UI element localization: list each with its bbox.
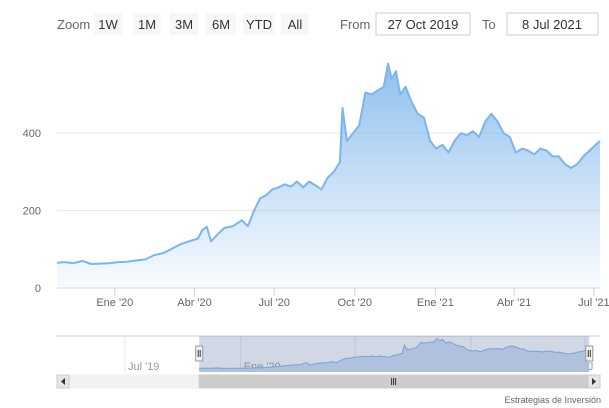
zoom-button-label: YTD: [246, 17, 272, 32]
from-date-input[interactable]: 27 Oct 2019: [375, 12, 471, 36]
x-tick-label: Jul '20: [258, 297, 289, 309]
y-tick-label: 400: [23, 128, 41, 140]
x-tick-label: Ene '21: [417, 297, 454, 309]
zoom-button-1w[interactable]: 1W: [94, 13, 122, 35]
arrow-left-icon: [61, 378, 65, 385]
zoom-button-ytd[interactable]: YTD: [243, 13, 275, 35]
navigator-area: [199, 338, 590, 372]
to-label: To: [482, 17, 496, 32]
from-date-value: 27 Oct 2019: [388, 17, 459, 32]
zoom-button-label: 6M: [212, 17, 230, 32]
zoom-button-label: 3M: [175, 17, 193, 32]
scroll-right-button[interactable]: [587, 374, 601, 389]
arrow-right-icon: [592, 378, 596, 385]
navigator-tick-label: J: [588, 361, 594, 373]
scrollbar-grip-icon: [391, 378, 397, 385]
x-tick-label: Abr '20: [177, 297, 212, 309]
navigator-selected-range[interactable]: [199, 336, 590, 372]
navigator-right-handle[interactable]: [585, 345, 594, 362]
y-tick-label: 0: [35, 283, 41, 295]
price-line: [56, 62, 601, 265]
range-selector: Zoom 1W 1M 3M 6M YTD All From 27 Oct 2019 To …: [57, 12, 599, 36]
scrollbar[interactable]: [56, 374, 601, 389]
price-area: [57, 63, 600, 288]
to-date-input[interactable]: 8 Jul 2021: [506, 12, 599, 36]
zoom-button-1m[interactable]: 1M: [133, 13, 161, 35]
zoom-buttons: 1W 1M 3M 6M YTD All: [94, 13, 309, 35]
zoom-label: Zoom: [57, 17, 90, 32]
x-tick-label: Jul '21: [578, 297, 609, 309]
x-tick-label: Abr '21: [497, 297, 532, 309]
navigator-line: [199, 337, 590, 369]
navigator-tick-label: Jul '19: [128, 361, 159, 373]
chart-credit[interactable]: Estrategias de Inversión: [504, 395, 601, 405]
navigator-left-handle[interactable]: [195, 345, 204, 362]
zoom-button-6m[interactable]: 6M: [206, 13, 236, 35]
zoom-button-label: All: [288, 17, 303, 32]
x-axis-ticks: Ene '20 Abr '20 Jul '20 Oct '20 Ene '21 Abr '…: [96, 288, 609, 309]
y-tick-label: 200: [23, 206, 41, 218]
zoom-button-3m[interactable]: 3M: [170, 13, 198, 35]
x-tick-label: Ene '20: [96, 297, 133, 309]
from-label: From: [340, 17, 370, 32]
zoom-button-label: 1M: [138, 17, 156, 32]
y-axis-labels: 0 200 400: [23, 128, 41, 295]
scroll-left-button[interactable]: [56, 374, 70, 389]
zoom-button-label: 1W: [98, 17, 118, 32]
x-tick-label: Oct '20: [338, 297, 373, 309]
to-date-value: 8 Jul 2021: [522, 17, 582, 32]
zoom-button-all[interactable]: All: [281, 13, 309, 35]
